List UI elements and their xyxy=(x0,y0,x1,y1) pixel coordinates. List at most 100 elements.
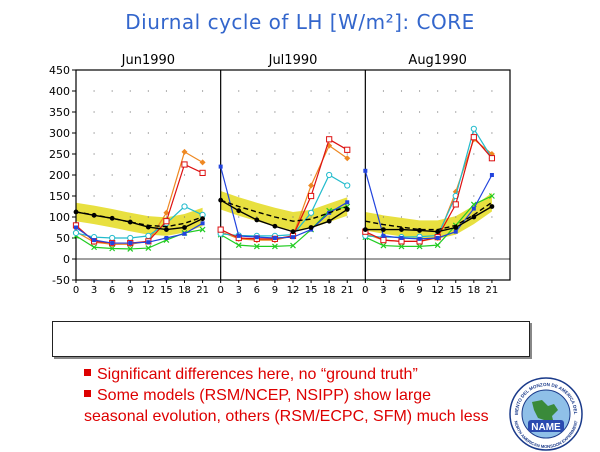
grid-dot xyxy=(473,90,475,92)
point-nsipp_pp xyxy=(470,125,477,132)
grid-dot xyxy=(382,90,385,92)
point-eta_km xyxy=(145,245,152,252)
point-rsm_mk2 xyxy=(344,155,351,162)
logo-banner xyxy=(528,420,564,432)
grid-dot xyxy=(256,153,258,155)
grid-dot xyxy=(201,132,204,134)
point-rsm_hj xyxy=(236,233,241,238)
grid-dot xyxy=(346,237,348,239)
bullet-square-icon xyxy=(84,390,91,398)
grid-dot xyxy=(93,132,95,134)
grid-dot xyxy=(183,132,186,134)
grid-dot xyxy=(129,174,131,176)
grid-dot xyxy=(400,111,403,113)
note-3: seasonal evolution, others (RSM/ECPC, SF… xyxy=(84,406,514,427)
point-rsm_hj xyxy=(182,231,187,236)
grid-dot xyxy=(418,90,421,92)
xtick-label: 21 xyxy=(196,285,209,296)
point-rsm_mk2 xyxy=(308,182,315,189)
point-mm5_lr xyxy=(217,226,224,233)
grid-dot xyxy=(183,90,186,92)
grid-dot xyxy=(147,195,149,197)
grid-dot xyxy=(238,174,240,176)
grid-dot xyxy=(274,195,276,197)
series-sfm_js-Jun1990 xyxy=(75,211,203,231)
grid-dot xyxy=(238,132,240,134)
xtick-label: 12 xyxy=(431,285,444,296)
point-rsm_hj xyxy=(291,235,295,240)
grid-dot xyxy=(382,153,385,155)
point-mm5_lr xyxy=(199,169,206,177)
notes: Significant differences here, no “ground… xyxy=(84,364,514,427)
grid-dot xyxy=(111,132,113,134)
grid-dot xyxy=(165,90,168,92)
grid-dot xyxy=(418,111,421,113)
grid-dot xyxy=(328,237,330,239)
point-sfm_js xyxy=(164,227,169,233)
grid-dot xyxy=(129,153,131,155)
grid-dot xyxy=(292,132,294,134)
grid-dot xyxy=(400,216,403,218)
grid-dot xyxy=(183,195,186,197)
grid-dot xyxy=(455,132,457,134)
grid-dot xyxy=(93,111,95,113)
grid-dot xyxy=(292,111,294,113)
point-rsm_mk2 xyxy=(199,159,206,166)
xtick-label: 15 xyxy=(305,285,318,296)
grid-dot xyxy=(328,111,330,113)
grid-dot xyxy=(346,111,348,113)
grid-dot xyxy=(111,111,113,113)
grid-dot xyxy=(165,174,168,176)
note-2: Some models (RSM/NCEP, NSIPP) show large xyxy=(84,385,514,406)
point-rsm_hj xyxy=(92,238,97,243)
point-rsm_hj xyxy=(128,241,133,246)
grid-dot xyxy=(346,90,348,92)
point-eta_km xyxy=(253,243,260,250)
point-rsm_hj xyxy=(489,173,494,177)
point-rsm_hj xyxy=(381,233,386,238)
grid-dot xyxy=(310,174,312,176)
ytick-label: 350 xyxy=(49,106,70,119)
xtick-label: 0 xyxy=(217,285,223,296)
grid-dot xyxy=(382,174,385,176)
grid-dot xyxy=(455,153,457,155)
point-mm5_lr xyxy=(452,201,459,208)
xtick-label: 6 xyxy=(109,285,115,296)
grid-dot xyxy=(256,90,258,92)
grid-dot xyxy=(165,195,168,197)
point-rsm_hj xyxy=(218,164,223,169)
point-sfm_js xyxy=(272,223,278,229)
grid-dot xyxy=(310,111,312,113)
point-rsm_hj xyxy=(453,229,458,234)
grid-dot xyxy=(274,174,276,176)
point-eta_km xyxy=(380,242,387,249)
point-sfm_js xyxy=(290,229,296,235)
grid-dot xyxy=(491,132,493,134)
series-eta_km-Aug1990 xyxy=(365,195,493,247)
grid-dot xyxy=(201,237,204,239)
grid-dot xyxy=(183,174,186,176)
point-sfm_js xyxy=(200,216,205,222)
grid-dot xyxy=(310,132,312,134)
point-eta_km xyxy=(271,243,278,250)
grid-dot xyxy=(328,195,330,197)
grid-dot xyxy=(147,90,149,92)
grid-dot xyxy=(346,195,348,197)
grid-dot xyxy=(346,153,348,155)
point-mm5_lr xyxy=(488,155,496,162)
point-rsm_hj xyxy=(74,225,78,230)
grid-dot xyxy=(201,90,204,92)
grid-dot xyxy=(238,195,240,197)
point-sfm_js xyxy=(417,228,422,233)
point-rsm_mk2 xyxy=(163,209,170,216)
grid-dot xyxy=(418,174,421,176)
point-rsm_hj xyxy=(272,236,277,240)
point-sfm_js xyxy=(308,225,314,230)
grid-dot xyxy=(382,195,385,197)
grid-dot xyxy=(400,132,403,134)
xtick-label: 9 xyxy=(272,285,278,296)
ytick-label: 450 xyxy=(49,64,70,77)
grid-dot xyxy=(473,132,475,134)
grid-dot xyxy=(455,111,457,113)
xtick-label: 9 xyxy=(127,285,133,296)
